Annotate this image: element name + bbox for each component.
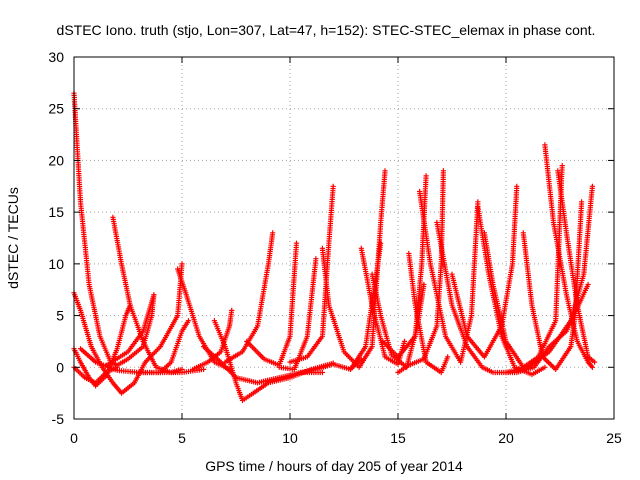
data-point [589,183,595,189]
series-6 [175,266,233,372]
series-9 [222,230,276,365]
series-27 [542,142,595,370]
data-point [382,168,388,174]
data-point [542,364,548,370]
x-tick-label: 5 [178,430,186,446]
data-point [421,281,427,288]
y-tick-label: -5 [52,411,65,427]
data-point [585,281,591,288]
data-point [319,369,325,376]
series-30 [492,281,591,376]
chart-title: dSTEC Iono. truth (stjo, Lon=307, Lat=47… [57,22,596,38]
data-point [401,338,408,344]
y-tick-label: 0 [56,359,64,375]
x-tick-label: 0 [70,430,78,446]
series-10 [244,240,300,368]
y-tick-label: 30 [48,49,64,65]
data-point [330,183,336,189]
x-tick-label: 15 [390,430,406,446]
data-point [293,240,300,246]
series-11 [276,256,319,372]
x-tick-label: 25 [606,430,622,446]
data-point [589,364,595,370]
data-point [440,168,446,174]
grid [74,57,614,419]
y-tick-label: 10 [48,256,64,272]
data-point [559,163,565,169]
x-tick-label: 20 [498,430,514,446]
data-point [151,292,157,298]
series-3 [110,214,185,376]
data-point [270,230,276,236]
y-tick-label: 25 [48,101,64,117]
data-point [475,199,481,205]
series-32 [103,292,157,368]
series-21 [417,188,481,365]
data-point [514,183,520,189]
series-33 [201,344,325,386]
data-point [378,240,384,246]
series-17 [369,271,427,370]
x-axis-label: GPS time / hours of day 205 of year 2014 [205,458,463,474]
series-19 [406,250,451,376]
data-point [229,307,235,313]
y-tick-label: 5 [56,308,64,324]
axis-ticks: 0 5 10 15 20 25 -5 0 5 10 15 20 25 30 [48,49,622,446]
data-marks [71,90,598,403]
x-tick-label: 10 [282,430,298,446]
data-point [445,354,451,360]
plot-frame [73,56,615,420]
y-tick-label: 20 [48,152,64,168]
data-point [592,359,598,365]
data-point [313,256,319,262]
series-15 [347,240,384,372]
data-point [185,318,192,324]
series-22 [434,219,496,376]
series-7 [190,307,235,372]
data-point [201,366,207,372]
data-point [179,261,185,267]
y-tick-label: 15 [48,204,64,220]
series-28 [555,168,598,365]
data-point [579,199,585,205]
y-axis-label: dSTEC / TECUs [5,187,21,289]
series-31 [77,346,207,376]
data-point [423,173,429,179]
